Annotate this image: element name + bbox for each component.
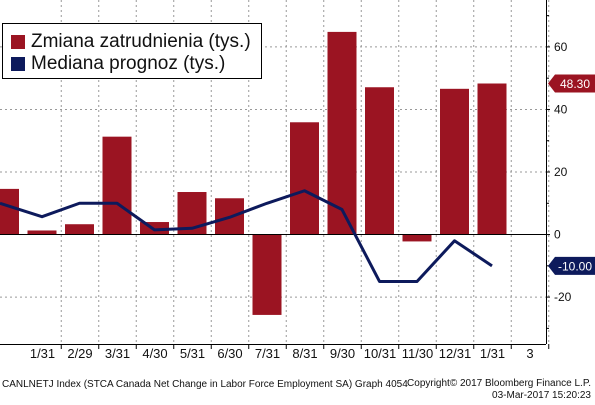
last-value-tag bbox=[548, 256, 595, 275]
bar bbox=[327, 31, 357, 235]
y-tick-label: -20 bbox=[554, 290, 572, 304]
last-value-label: 48.30 bbox=[560, 77, 590, 91]
footer-source: CANLNETJ Index (STCA Canada Net Change i… bbox=[2, 379, 408, 390]
legend-item-line[interactable]: Mediana prognoz (tys.) bbox=[11, 53, 225, 75]
legend-swatch-line bbox=[11, 57, 25, 71]
x-tick-label: 10/31 bbox=[364, 346, 397, 361]
y-tick-label: 20 bbox=[554, 165, 568, 179]
x-tick-label: 7/31 bbox=[255, 346, 280, 361]
x-tick-label: 8/31 bbox=[292, 346, 317, 361]
bar bbox=[252, 234, 282, 315]
y-tick-label: 40 bbox=[554, 102, 568, 116]
footer-timestamp: 03-Mar-2017 15:20:23 bbox=[492, 390, 591, 401]
bar bbox=[65, 224, 94, 235]
x-tick-label: 5/31 bbox=[180, 346, 205, 361]
footer-copyright: Copyright© 2017 Bloomberg Finance L.P. 0… bbox=[407, 378, 591, 402]
x-tick-label: 12/31 bbox=[439, 346, 472, 361]
legend: Zmiana zatrudnienia (tys.) Mediana progn… bbox=[2, 23, 262, 79]
bar bbox=[477, 83, 507, 235]
x-tick-label: 3/31 bbox=[105, 346, 130, 361]
y-tick-label: 0 bbox=[554, 228, 561, 242]
legend-label-line: Mediana prognoz (tys.) bbox=[31, 53, 226, 74]
footer-copyright-line: Copyright© 2017 Bloomberg Finance L.P. bbox=[407, 378, 591, 389]
x-tick-label: 4/30 bbox=[142, 346, 167, 361]
last-value-tag bbox=[548, 74, 595, 93]
bar bbox=[402, 234, 432, 242]
legend-swatch-bars bbox=[11, 35, 25, 49]
last-value-label: -10.00 bbox=[558, 259, 592, 273]
legend-label-bars: Zmiana zatrudnienia (tys.) bbox=[31, 31, 251, 52]
bar bbox=[27, 230, 57, 235]
x-tick-label: 3 bbox=[526, 346, 533, 361]
x-tick-label: 2/29 bbox=[67, 346, 92, 361]
bar bbox=[0, 188, 19, 235]
x-tick-label: 11/30 bbox=[402, 346, 434, 361]
x-tick-label: 9/30 bbox=[330, 346, 355, 361]
line-series bbox=[0, 189, 493, 283]
x-tick-label: 1/31 bbox=[480, 346, 505, 361]
bar bbox=[102, 136, 132, 235]
x-tick-label: 6/30 bbox=[217, 346, 242, 361]
bar bbox=[365, 87, 394, 235]
x-tick-label: 1/31 bbox=[30, 346, 55, 361]
bar bbox=[290, 122, 319, 235]
y-tick-label: 60 bbox=[554, 40, 568, 54]
bar bbox=[440, 88, 469, 235]
legend-item-bars[interactable]: Zmiana zatrudnienia (tys.) bbox=[11, 31, 251, 53]
